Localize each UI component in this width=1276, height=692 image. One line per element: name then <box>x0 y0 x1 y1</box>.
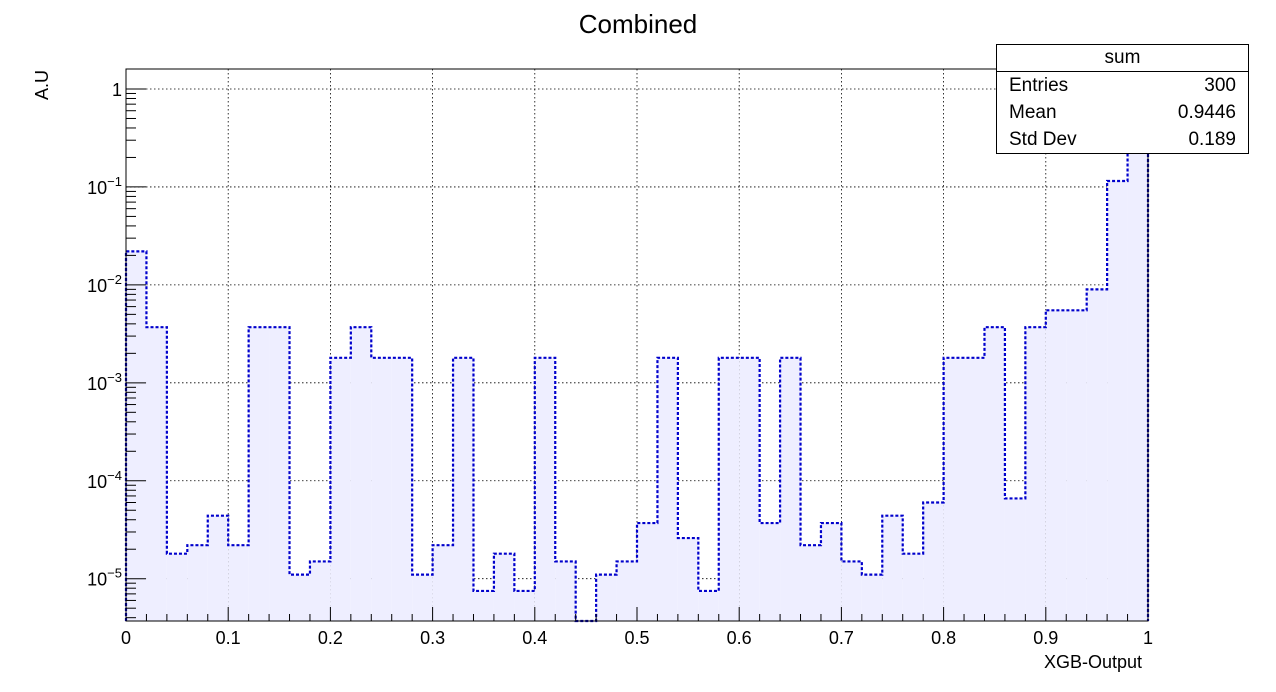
histogram-bar <box>616 561 637 621</box>
stats-label: Std Dev <box>1009 129 1077 150</box>
histogram-bar <box>126 251 147 621</box>
histogram-bar <box>943 357 965 621</box>
x-tick-label: 0.8 <box>931 628 956 648</box>
stats-label: Entries <box>1009 75 1069 96</box>
histogram-bar <box>800 545 821 621</box>
histogram-bar <box>780 357 801 621</box>
histogram-bar <box>984 327 1005 621</box>
stats-label: Mean <box>1009 102 1057 123</box>
stats-box: sum Entries 300 Mean 0.9446 Std Dev 0.18… <box>996 44 1249 154</box>
histogram-bar <box>820 523 842 621</box>
histogram-bar <box>289 574 310 621</box>
stats-value: 0.9446 <box>1177 102 1236 123</box>
x-tick-label: 0.6 <box>727 628 752 648</box>
histogram-bar <box>166 553 188 621</box>
histogram-bar <box>596 574 617 621</box>
x-tick-label: 0.4 <box>522 628 547 648</box>
histogram-bar <box>514 590 535 621</box>
y-axis: 1 10−1 10−2 10−3 10−4 10−5 <box>87 80 146 619</box>
histogram-bar <box>269 327 290 621</box>
stats-row-stddev: Std Dev 0.189 <box>997 126 1248 153</box>
x-tick-label: 0.3 <box>420 628 445 648</box>
histogram-bar <box>309 561 331 621</box>
histogram-bars <box>124 101 1150 623</box>
stats-value: 300 <box>1204 75 1236 96</box>
histogram-bar <box>493 553 515 621</box>
histogram-bar <box>882 515 903 621</box>
histogram-bar <box>473 590 494 621</box>
histogram-bar <box>657 357 678 621</box>
histogram-bar <box>841 561 862 621</box>
y-tick-label: 10−2 <box>87 272 122 296</box>
histogram-bar <box>1004 498 1026 621</box>
histogram-bar <box>637 523 658 621</box>
x-tick-label: 0.7 <box>829 628 854 648</box>
x-tick-label: 1 <box>1143 628 1153 648</box>
y-tick-label: 10−4 <box>87 468 122 492</box>
histogram-bar <box>1127 102 1148 622</box>
histogram-bar <box>1086 289 1108 621</box>
histogram-bar <box>759 523 781 621</box>
histogram-bar <box>739 357 760 621</box>
histogram-bar <box>146 327 167 621</box>
histogram-bar <box>698 590 719 621</box>
stats-value: 0.189 <box>1188 129 1236 150</box>
histogram-bar <box>1107 180 1128 621</box>
histogram-bar <box>453 357 474 621</box>
x-tick-label: 0.9 <box>1033 628 1058 648</box>
histogram-bar <box>207 515 229 621</box>
x-axis: 0 0.1 0.2 0.3 0.4 0.5 0.6 0.7 0.8 0.9 1 <box>121 607 1153 648</box>
histogram-bar <box>1045 310 1067 621</box>
histogram-bar <box>391 357 413 621</box>
histogram-bar <box>1066 310 1087 621</box>
stats-row-entries: Entries 300 <box>997 72 1248 99</box>
histogram-bar <box>330 357 351 621</box>
histogram-bar <box>412 574 433 621</box>
histogram-bar <box>534 357 556 621</box>
histogram-bar <box>248 327 270 621</box>
x-tick-label: 0.5 <box>624 628 649 648</box>
histogram-bar <box>902 553 924 621</box>
histogram-bar <box>432 545 454 621</box>
x-tick-label: 0.2 <box>318 628 343 648</box>
y-tick-label: 10−5 <box>87 566 122 590</box>
histogram-bar <box>371 357 392 621</box>
y-tick-label: 10−3 <box>87 370 122 394</box>
histogram-bar <box>555 561 576 621</box>
y-tick-label: 10−1 <box>87 174 122 198</box>
x-tick-label: 0.1 <box>216 628 241 648</box>
histogram-bar <box>677 538 699 621</box>
histogram-outline <box>124 101 1150 623</box>
histogram-bar <box>718 357 740 621</box>
y-axis-label: A.U <box>32 70 52 100</box>
x-axis-label: XGB-Output <box>1044 652 1142 672</box>
y-tick-label: 1 <box>112 80 122 100</box>
histogram-bar <box>861 574 883 621</box>
histogram-bar <box>228 545 249 621</box>
x-tick-label: 0 <box>121 628 131 648</box>
histogram-bar <box>350 327 372 621</box>
histogram-bar <box>923 502 944 621</box>
chart-title: Combined <box>579 9 698 39</box>
histogram-bar <box>964 357 985 621</box>
histogram-bar <box>187 545 208 621</box>
stats-row-mean: Mean 0.9446 <box>997 99 1248 126</box>
histogram-bar <box>1025 327 1046 621</box>
stats-title: sum <box>997 45 1248 72</box>
